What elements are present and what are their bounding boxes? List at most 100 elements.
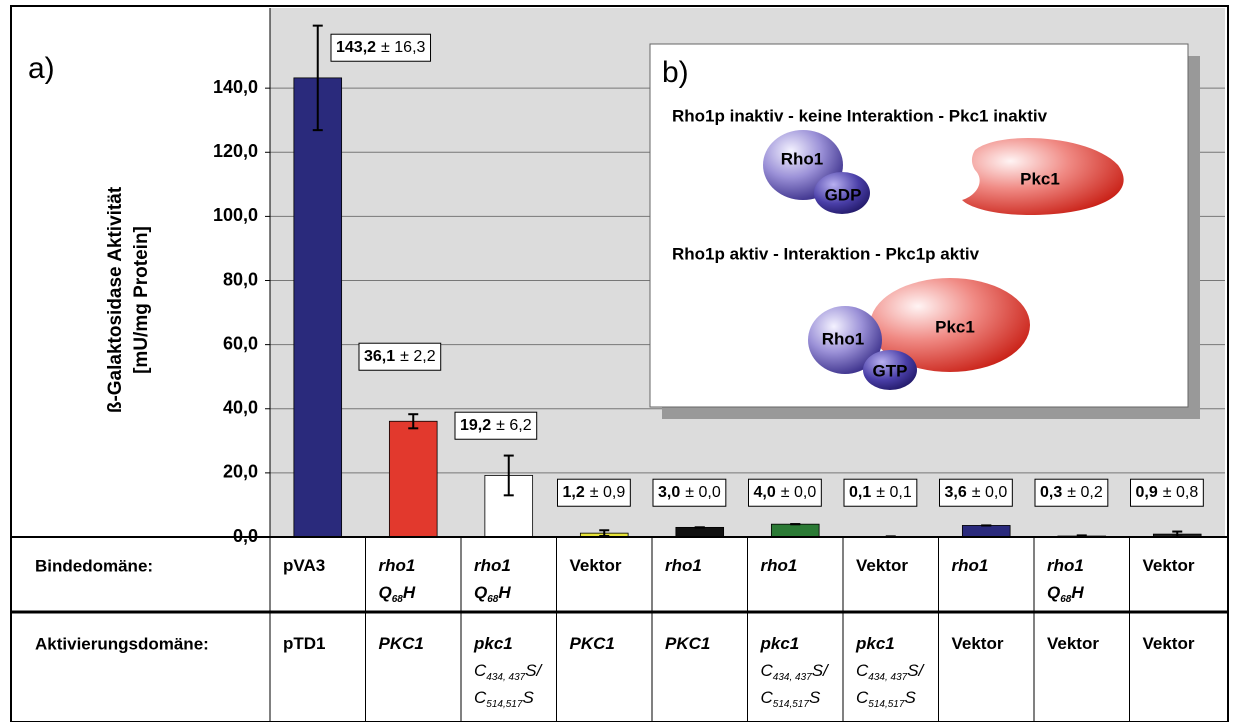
value-label-text: 0,3 ± 0,2 [1040,484,1103,501]
value-label: 3,0 ± 0,0 [653,479,726,506]
figure: a) ß-Galaktosidase Aktivität [mU/mg Prot… [0,0,1235,722]
bar [676,527,724,537]
value: 19,2 [460,417,491,434]
cell-text-part: Q [379,583,392,602]
error: ± 0,9 [590,484,626,501]
y-tick-label: 60,0 [223,333,258,353]
shape-label: Rho1 [781,149,824,168]
inset: b) Rho1p inaktiv - keine Interaktion - P… [650,44,1200,419]
cell-text-part: pVA3 [283,556,325,575]
value-label-text: 0,9± 0,8 [1136,484,1199,501]
cell-text-part: rho1 [474,556,511,575]
cell-text-part: Q [1047,583,1060,602]
cell-text-part: pTD1 [283,634,326,653]
cell-text-part: pkc1 [473,634,513,653]
value-label: 4,0 ± 0,0 [749,479,822,506]
cell-text: Vektor [1143,634,1195,653]
inset-heading: Rho1p aktiv - Interaktion - Pkc1p aktiv [672,244,980,263]
y-axis-title-line: [mU/mg Protein] [131,226,152,374]
value-label: 143,2 ± 16,3 [331,34,431,61]
cell-text: rho1 [1047,556,1084,575]
cell-text-part: rho1 [761,556,798,575]
cell-text: rho1 [952,556,989,575]
value-label: 3,6± 0,0 [940,479,1013,506]
cell-text-part: C [474,661,487,680]
subscript: 434, 437 [486,672,525,683]
value-label-text: 36,1± 2,2 [364,348,436,365]
row-label: Bindedomäne: [35,556,153,575]
cell-text: PKC1 [665,634,710,653]
shape-label: Rho1 [822,329,865,348]
cell-text-part: Vektor [856,556,908,575]
y-tick-label: 20,0 [223,462,258,482]
cell-text-part: rho1 [1047,556,1084,575]
cell-text: PKC1 [570,634,615,653]
cell-text-part: rho1 [952,556,989,575]
error: ± 0,0 [781,484,817,501]
value: 4,0 [754,484,776,501]
value-label-text: 19,2 ± 6,2 [460,417,532,434]
cell-text-part: S/ [907,661,925,680]
cell-text: pkc1 [473,634,513,653]
cell-text-part: C [856,688,869,707]
cell-text-part: Q [474,583,487,602]
subscript: 514,517 [868,699,905,710]
cell-text-part: S [904,688,916,707]
subscript: 68 [392,594,404,605]
y-tick-label: 140,0 [213,77,258,97]
value: 3,0 [658,484,680,501]
cell-text: Vektor [1143,556,1195,575]
cell-text: PKC1 [379,634,424,653]
shape-label: GTP [873,361,908,380]
cell-text-part: PKC1 [665,634,710,653]
cell-text-part: H [498,583,511,602]
inset-label: b) [662,56,689,89]
error: ± 0,0 [972,484,1008,501]
value-label-text: 4,0 ± 0,0 [754,484,817,501]
subscript: 68 [487,594,499,605]
value-label: 36,1± 2,2 [359,343,441,370]
cell-text-part: PKC1 [570,634,615,653]
value-label-text: 3,0 ± 0,0 [658,484,721,501]
cell-text-part: S/ [812,661,830,680]
cell-text: pkc1 [855,634,895,653]
shape-label: Pkc1 [1020,169,1060,188]
cell-text-part: S/ [525,661,543,680]
cell-text: rho1 [761,556,798,575]
value: 143,2 [336,39,376,56]
cell-text-part: C [761,661,774,680]
cell-text: pTD1 [283,634,326,653]
y-tick-label: 0,0 [233,526,258,546]
y-tick-label: 100,0 [213,205,258,225]
subscript: 514,517 [773,699,810,710]
cell-text: Vektor [570,556,622,575]
bar [771,524,819,537]
cell-text: Vektor [952,634,1004,653]
error: ± 6,2 [496,417,532,434]
value: 0,3 [1040,484,1062,501]
cell-text: rho1 [379,556,416,575]
error: ± 16,3 [381,39,425,56]
value: 1,2 [563,484,585,501]
value: 0,1 [849,484,871,501]
cell-text: Vektor [856,556,908,575]
error: ± 0,2 [1067,484,1103,501]
value-label-text: 0,1± 0,1 [849,484,912,501]
shape-label: GDP [825,185,862,204]
shape-label: Pkc1 [935,317,975,336]
cell-text-part: Vektor [952,634,1004,653]
value-label: 0,1± 0,1 [844,479,917,506]
bar [962,525,1010,537]
cell-text-part: Vektor [570,556,622,575]
cell-text-part: S [522,688,534,707]
cell-text-part: C [761,688,774,707]
value-label: 19,2 ± 6,2 [455,412,537,439]
value: 36,1 [364,348,395,365]
cell-text-part: C [474,688,487,707]
error: ± 0,0 [685,484,721,501]
cell-text-part: H [403,583,416,602]
y-tick-label: 120,0 [213,141,258,161]
value-label-text: 3,6± 0,0 [945,484,1008,501]
subscript: 514,517 [486,699,523,710]
error: ± 0,8 [1163,484,1199,501]
